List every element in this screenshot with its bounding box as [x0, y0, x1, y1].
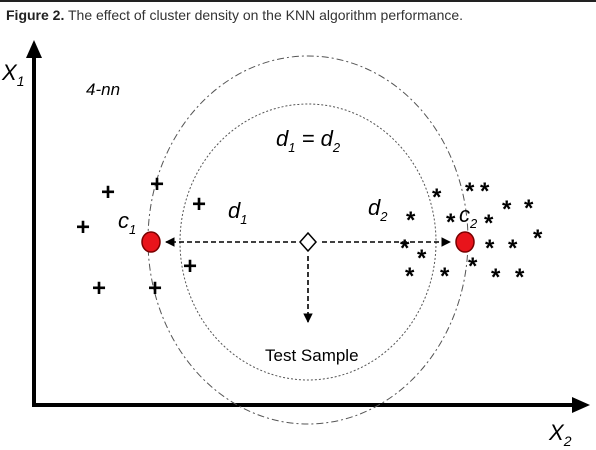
centroid-c2: [455, 231, 475, 253]
star-point: *: [406, 207, 416, 234]
star-point: *: [440, 263, 450, 290]
star-point: *: [432, 184, 442, 211]
centroid-c1: [141, 231, 161, 253]
d2-label: d2: [368, 195, 388, 224]
plus-point: +: [150, 171, 164, 198]
star-point: *: [484, 210, 494, 237]
y-axis-label: X1: [1, 60, 24, 89]
star-point: *: [468, 253, 478, 280]
plus-point: +: [183, 253, 197, 280]
c1-label: c1: [118, 208, 136, 237]
plus-point: +: [76, 214, 90, 241]
equal-distance-label: d1 = d2: [276, 126, 341, 155]
star-point: *: [515, 264, 525, 291]
star-point: *: [508, 235, 518, 262]
test-sample-diamond: [298, 231, 318, 253]
star-point: *: [524, 195, 534, 222]
c2-label: c2: [459, 202, 478, 231]
plus-point: +: [192, 191, 206, 218]
star-point: *: [491, 264, 501, 291]
d1-label: d1: [228, 198, 247, 227]
star-point: *: [417, 245, 427, 272]
figure-caption-text: The effect of cluster density on the KNN…: [68, 7, 464, 23]
figure-caption: Figure 2. The effect of cluster density …: [0, 0, 596, 26]
k-nn-label: 4-nn: [86, 80, 120, 99]
star-point: *: [400, 235, 410, 262]
test-sample-label: Test Sample: [265, 346, 359, 365]
star-point: *: [446, 209, 456, 236]
figure-number: Figure 2.: [6, 7, 65, 23]
x-axis-arrowhead: [572, 397, 590, 413]
star-point: *: [485, 235, 495, 262]
star-point: *: [502, 196, 512, 223]
star-class-points: * * * * * * * * * * * * * * * * * *: [400, 178, 543, 291]
plus-point: +: [148, 275, 162, 302]
y-axis-arrowhead: [26, 40, 42, 58]
star-point: *: [465, 178, 475, 205]
star-point: *: [480, 178, 490, 205]
x-axis-label: X2: [548, 420, 572, 449]
star-point: *: [405, 263, 415, 290]
plus-point: +: [92, 275, 106, 302]
plus-class-points: + + + + + + +: [76, 171, 206, 302]
star-point: *: [533, 225, 543, 252]
plus-point: +: [101, 179, 115, 206]
